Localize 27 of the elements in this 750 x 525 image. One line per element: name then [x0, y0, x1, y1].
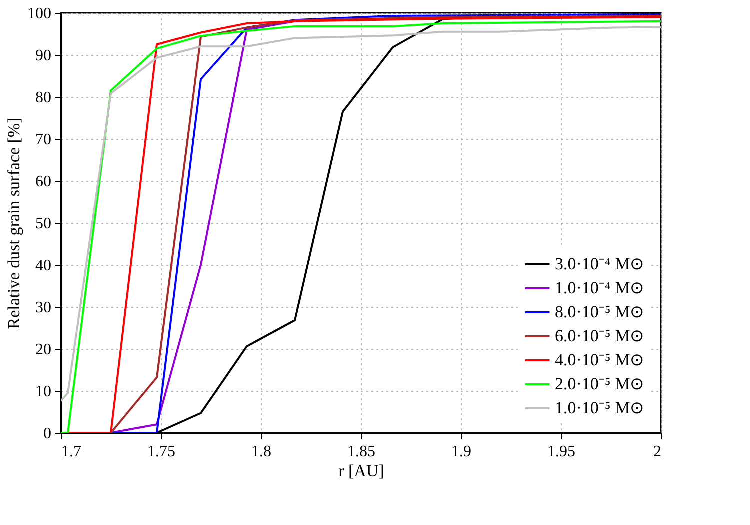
x-tick-label: 1.85	[348, 444, 376, 460]
x-tick-label: 1.8	[252, 444, 272, 460]
legend-label: 8.0·10⁻⁵ M⊙	[555, 302, 644, 322]
x-tick-label: 2	[654, 444, 662, 460]
x-tick-label: 1.75	[148, 444, 176, 460]
y-tick-label: 10	[36, 384, 52, 400]
legend-label: 2.0·10⁻⁵ M⊙	[555, 374, 644, 394]
legend-label: 4.0·10⁻⁵ M⊙	[555, 350, 644, 370]
legend-label: 6.0·10⁻⁵ M⊙	[555, 326, 644, 346]
legend-label: 3.0·10⁻⁴ M⊙	[555, 254, 644, 274]
y-tick-label: 60	[36, 174, 52, 190]
y-tick-label: 20	[36, 342, 52, 358]
legend-label: 1.0·10⁻⁴ M⊙	[555, 278, 644, 298]
y-tick-label: 70	[36, 132, 52, 148]
y-tick-label: 40	[36, 258, 52, 274]
x-tick-label: 1.9	[452, 444, 472, 460]
y-tick-label: 50	[36, 216, 52, 232]
y-tick-label: 80	[36, 90, 52, 106]
x-tick-label: 1.7	[62, 444, 82, 460]
y-tick-label: 0	[44, 426, 52, 442]
y-axis-title: Relative dust grain surface [%]	[4, 118, 24, 330]
y-tick-label: 100	[28, 6, 52, 22]
x-tick-label: 1.95	[548, 444, 576, 460]
legend-label: 1.0·10⁻⁵ M⊙	[555, 398, 644, 418]
x-axis-title: r [AU]	[338, 462, 384, 480]
y-tick-label: 30	[36, 300, 52, 316]
y-tick-label: 90	[36, 48, 52, 64]
